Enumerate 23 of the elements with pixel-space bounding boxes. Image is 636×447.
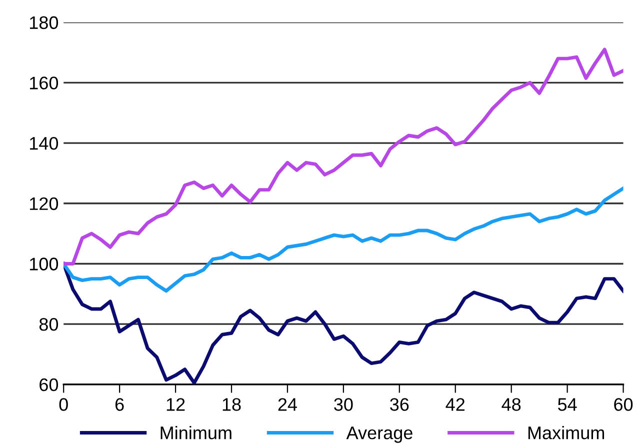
legend-label: Average [346,426,412,443]
y-tick-label: 100 [30,258,58,270]
x-tick-label: 24 [278,398,297,411]
x-tick-label: 6 [115,398,124,411]
y-tick-label: 80 [39,318,58,331]
x-tick-label: 0 [59,398,68,411]
legend-label: Minimum [160,426,232,440]
x-tick-label: 54 [558,398,577,411]
y-tick-label: 140 [30,136,58,150]
y-tick-label: 160 [30,76,58,90]
x-tick-label: 48 [502,398,521,411]
x-tick-label: 60 [614,398,633,411]
legend-label: Maximum [528,426,604,440]
x-tick-label: 12 [166,398,185,411]
x-tick-label: 42 [446,398,465,411]
y-tick-label: 120 [30,197,58,210]
line-series [64,186,624,293]
y-tick-label: 60 [40,378,58,392]
x-tick-label: 30 [334,398,353,411]
x-tick-label: 36 [390,398,409,411]
line-series [64,48,624,266]
x-tick-label: 18 [222,398,241,411]
y-tick-label: 180 [30,16,58,30]
